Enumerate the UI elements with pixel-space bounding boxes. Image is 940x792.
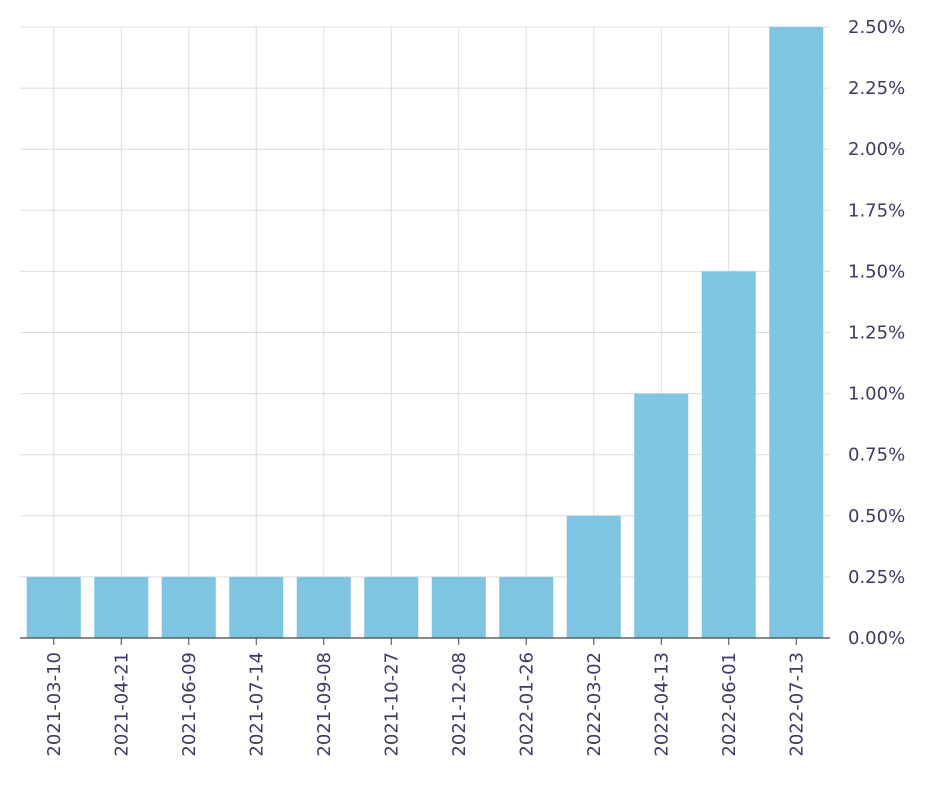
x-tick-label: 2021-03-10 <box>44 652 65 757</box>
x-tick-label: 2022-04-13 <box>651 652 672 757</box>
x-tick-label: 2021-07-14 <box>246 652 267 757</box>
axes <box>20 637 830 645</box>
x-tick-label: 2022-07-13 <box>786 652 807 757</box>
y-tick-label: 2.00% <box>848 139 905 160</box>
x-tick-label: 2021-06-09 <box>179 652 200 757</box>
x-tick-label: 2021-10-27 <box>381 652 402 757</box>
y-tick-label: 0.50% <box>848 506 905 527</box>
x-tick-label: 2022-06-01 <box>719 652 740 757</box>
bar <box>161 576 216 638</box>
x-tick-label: 2021-09-08 <box>314 652 335 757</box>
bars <box>26 27 824 638</box>
y-tick-label: 0.25% <box>848 567 905 588</box>
bar <box>94 576 149 638</box>
bar <box>566 515 621 638</box>
bar <box>701 271 756 638</box>
bar <box>364 576 419 638</box>
y-tick-label: 1.75% <box>848 200 905 221</box>
y-tick-label: 0.75% <box>848 445 905 466</box>
y-tick-label: 1.00% <box>848 384 905 405</box>
y-tick-label: 0.00% <box>848 628 905 649</box>
x-tick-label: 2021-04-21 <box>111 652 132 757</box>
y-tick-labels: 0.00% 0.25% 0.50% 0.75% 1.00% 1.25% 1.50% 1.75%… <box>848 17 905 649</box>
bar <box>229 576 284 638</box>
y-tick-label: 1.50% <box>848 261 905 282</box>
bar <box>296 576 351 638</box>
bar <box>769 27 824 638</box>
x-tick-label: 2022-01-26 <box>516 652 537 757</box>
x-tick-label: 2021-12-08 <box>449 652 470 757</box>
x-tick-labels: 2021-03-10 2021-04-21 2021-06-09 2021-07-14… <box>44 652 808 757</box>
y-tick-label: 2.50% <box>848 17 905 38</box>
x-tick-label: 2022-03-02 <box>584 652 605 757</box>
bar <box>26 576 81 638</box>
y-tick-label: 1.25% <box>848 323 905 344</box>
bar <box>499 576 554 638</box>
bar <box>431 576 486 638</box>
y-tick-label: 2.25% <box>848 78 905 99</box>
bar <box>634 393 689 638</box>
